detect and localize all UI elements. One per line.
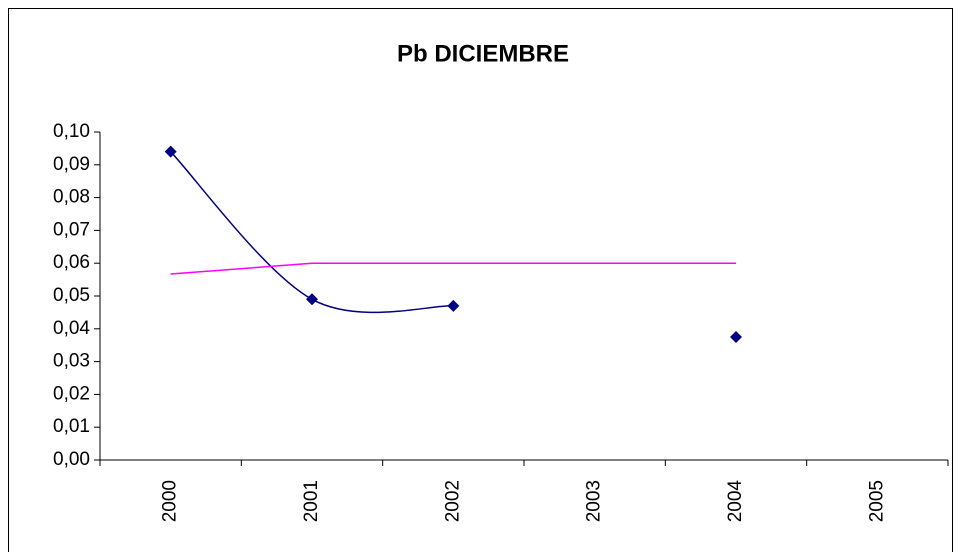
y-tick-label: 0,09	[53, 154, 90, 175]
y-tick-label: 0,00	[53, 449, 90, 470]
chart-border	[8, 8, 953, 552]
y-tick-label: 0,03	[53, 351, 90, 372]
marker	[730, 331, 742, 343]
x-tick-label: 2002	[442, 480, 463, 522]
x-tick-label: 2005	[866, 480, 887, 522]
y-tick-label: 0,06	[53, 252, 90, 273]
y-tick-label: 0,04	[53, 318, 90, 339]
x-tick-label: 2004	[725, 480, 746, 523]
y-tick-label: 0,10	[53, 121, 90, 142]
marker	[164, 145, 177, 158]
x-tick-label: 2001	[301, 480, 322, 522]
chart-title: Pb DICIEMBRE	[397, 40, 569, 67]
y-tick-label: 0,05	[53, 285, 90, 306]
series-line	[170, 262, 736, 275]
y-tick-label: 0,01	[53, 416, 90, 437]
marker	[306, 293, 318, 306]
x-tick-label: 2000	[160, 480, 181, 522]
y-tick-label: 0,07	[53, 219, 90, 240]
marker	[447, 299, 460, 312]
y-tick-label: 0,08	[53, 187, 90, 208]
y-tick-label: 0,02	[53, 383, 90, 404]
x-tick-label: 2003	[584, 480, 605, 522]
